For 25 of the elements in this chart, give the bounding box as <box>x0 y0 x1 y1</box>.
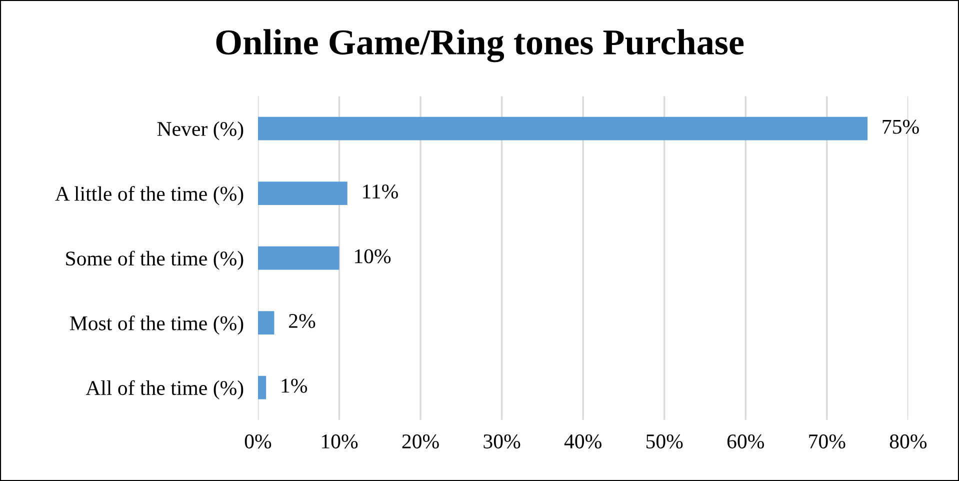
data-label: 10% <box>354 249 391 264</box>
x-tick-label: 20% <box>402 434 439 449</box>
y-tick-label: All of the time (%) <box>86 380 244 400</box>
x-tick-label: 70% <box>809 434 846 449</box>
bar <box>258 246 340 270</box>
x-tick-label: 60% <box>727 434 764 449</box>
y-tick-label: A little of the time (%) <box>55 186 244 206</box>
bar <box>258 182 348 205</box>
y-tick-label: Most of the time (%) <box>70 315 244 335</box>
y-tick-label: Some of the time (%) <box>66 250 244 270</box>
x-tick-label: 50% <box>646 434 683 449</box>
data-label: 75% <box>882 120 919 134</box>
data-label: 11% <box>363 184 398 199</box>
bar <box>258 376 266 400</box>
data-label: 2% <box>289 314 316 328</box>
chart-title: Online Game/Ring tones Purchase <box>216 29 744 62</box>
x-tick-label: 30% <box>484 434 520 449</box>
bar <box>258 116 868 140</box>
x-tick-label: 10% <box>322 434 358 449</box>
x-tick-label: 80% <box>890 434 927 449</box>
x-tick-label: 0% <box>244 434 272 449</box>
x-tick-label: 40% <box>564 434 602 449</box>
data-label: 1% <box>282 378 308 393</box>
y-tick-label: Never (%) <box>157 121 244 140</box>
bar <box>258 311 274 334</box>
